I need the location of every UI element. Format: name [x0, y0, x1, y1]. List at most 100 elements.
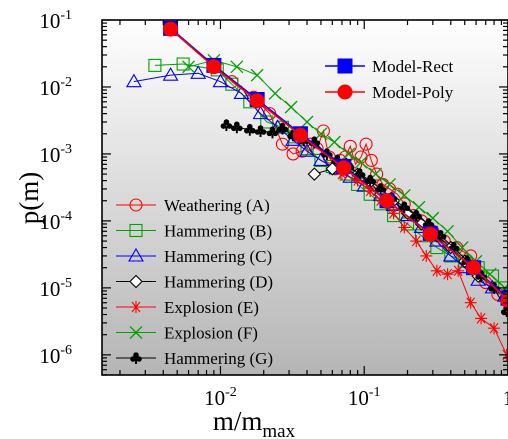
data-point-hammering-c: [125, 73, 142, 88]
legend-label-hammering-b: Hammering (B): [164, 222, 272, 241]
x-tick-label: 10-1: [348, 385, 381, 410]
data-point-model-poly: [206, 59, 222, 75]
y-tick-label-base: 10: [39, 277, 60, 301]
data-point-explosion-e: [475, 312, 488, 325]
legend-entry-hammering-c: Hammering (C): [116, 247, 272, 266]
data-point-hammering-g: [364, 174, 376, 187]
series-layer: [125, 20, 508, 361]
series-model-poly: [163, 21, 508, 308]
data-point-weathering-a: [364, 153, 378, 167]
data-point-explosion-f: [354, 155, 368, 169]
y-tick-label-base: 10: [39, 143, 60, 167]
legend-marker-weathering-a: [129, 198, 143, 212]
legend-marker-hammering-d: [129, 274, 143, 289]
data-point-explosion-f: [284, 100, 298, 114]
y-tick-label: 10-2: [39, 75, 72, 100]
series-line-hammering-g: [226, 124, 508, 312]
legend-marker-hammering-b: [129, 223, 143, 238]
legend-entry-explosion-f: Explosion (F): [116, 324, 258, 343]
data-point-hammering-c: [299, 143, 315, 157]
legend-entry-weathering-a: Weathering (A): [116, 196, 270, 215]
data-point-explosion-f: [327, 135, 341, 149]
legend-entry-hammering-g: Hammering (G): [116, 349, 273, 368]
legend-layer: Model-Rect Model-Poly Weathering (A) Hammer…: [116, 57, 454, 368]
legend-marker-hammering-g: [130, 352, 142, 364]
data-point-hammering-b: [176, 57, 190, 71]
x-tick-label-exp: -1: [369, 385, 381, 400]
data-point-model-poly: [379, 193, 395, 209]
y-tick-label: 10-5: [39, 276, 72, 301]
data-point-explosion-e: [351, 174, 364, 187]
legend-entry-hammering-d: Hammering (D): [116, 273, 273, 292]
x-axis-title-main: m/m: [213, 406, 263, 436]
data-point-hammering-d: [307, 167, 322, 181]
legend-label-model-rect: Model-Rect: [372, 57, 453, 76]
data-point-explosion-e: [410, 235, 423, 248]
data-point-hammering-c: [252, 105, 269, 120]
y-tick-label-base: 10: [39, 344, 60, 368]
data-point-explosion-e: [441, 268, 454, 281]
legend-label-explosion-e: Explosion (E): [164, 298, 259, 317]
legend-marker-model-rect: [337, 58, 353, 74]
data-point-hammering-b: [260, 115, 274, 129]
legend-label-hammering-d: Hammering (D): [164, 273, 273, 292]
plot-background: [102, 20, 508, 375]
data-point-explosion-f: [342, 147, 356, 161]
legend-marker-explosion-f: [129, 326, 143, 339]
legend-marker-model-poly: [337, 84, 353, 100]
y-tick-label-exp: -2: [60, 75, 72, 90]
x-tick-label-base: 1: [503, 386, 508, 410]
x-tick-label: 1: [503, 386, 508, 410]
ticks-layer: 10-2 10-1 110-110-210-310-410-510-6: [39, 8, 508, 410]
y-tick-label: 10-6: [39, 343, 72, 368]
data-point-hammering-c: [233, 85, 250, 100]
y-tick-label-exp: -1: [60, 8, 72, 23]
y-axis-title: p(m): [14, 172, 44, 224]
x-tick-label: 10-2: [204, 385, 237, 410]
data-point-explosion-e: [488, 322, 501, 335]
legend-marker-hammering-c: [128, 247, 144, 262]
y-tick-label: 10-3: [39, 142, 72, 167]
data-point-explosion-f: [314, 127, 328, 141]
data-point-hammering-g: [244, 123, 256, 136]
data-point-model-poly: [422, 226, 438, 242]
data-point-explosion-f: [300, 115, 314, 129]
y-tick-label-base: 10: [39, 210, 60, 234]
data-point-weathering-a: [295, 144, 309, 158]
data-point-hammering-g: [266, 126, 279, 139]
x-tick-label-base: 10: [204, 386, 225, 410]
data-point-model-poly: [292, 127, 308, 143]
data-point-weathering-a: [286, 147, 300, 161]
legend-entry-hammering-b: Hammering (B): [116, 222, 272, 241]
y-tick-label-base: 10: [39, 9, 60, 33]
data-point-model-poly: [249, 93, 265, 109]
data-point-weathering-a: [275, 137, 290, 151]
data-point-hammering-g: [231, 121, 243, 134]
data-point-model-poly: [163, 21, 179, 37]
data-point-explosion-e: [398, 221, 411, 234]
y-tick-label-exp: -5: [60, 276, 72, 291]
data-point-weathering-a: [359, 137, 373, 151]
data-point-hammering-c: [442, 247, 459, 262]
x-axis-title-sub: max: [262, 421, 295, 439]
data-point-explosion-e: [420, 249, 433, 262]
data-point-explosion-e: [364, 184, 377, 197]
data-point-explosion-f: [182, 60, 196, 74]
y-tick-label: 10-4: [39, 209, 72, 234]
legend-label-explosion-f: Explosion (F): [164, 324, 258, 343]
y-tick-label-exp: -6: [60, 343, 72, 358]
data-point-explosion-e: [464, 296, 477, 309]
data-point-explosion-e: [387, 207, 400, 220]
data-point-hammering-g: [254, 125, 267, 138]
legend-entry-explosion-e: Explosion (E): [116, 298, 259, 317]
y-tick-label-exp: -4: [60, 209, 72, 224]
data-point-hammering-g: [220, 119, 233, 132]
legend-label-hammering-c: Hammering (C): [164, 247, 272, 266]
data-point-model-poly: [500, 292, 508, 308]
data-point-model-poly: [466, 260, 482, 276]
x-tick-label-base: 10: [348, 386, 369, 410]
series-hammering-g: [220, 119, 508, 318]
data-point-explosion-f: [250, 68, 264, 82]
data-point-hammering-g: [410, 209, 423, 222]
legend-entry-model-rect: Model-Rect: [325, 57, 453, 76]
